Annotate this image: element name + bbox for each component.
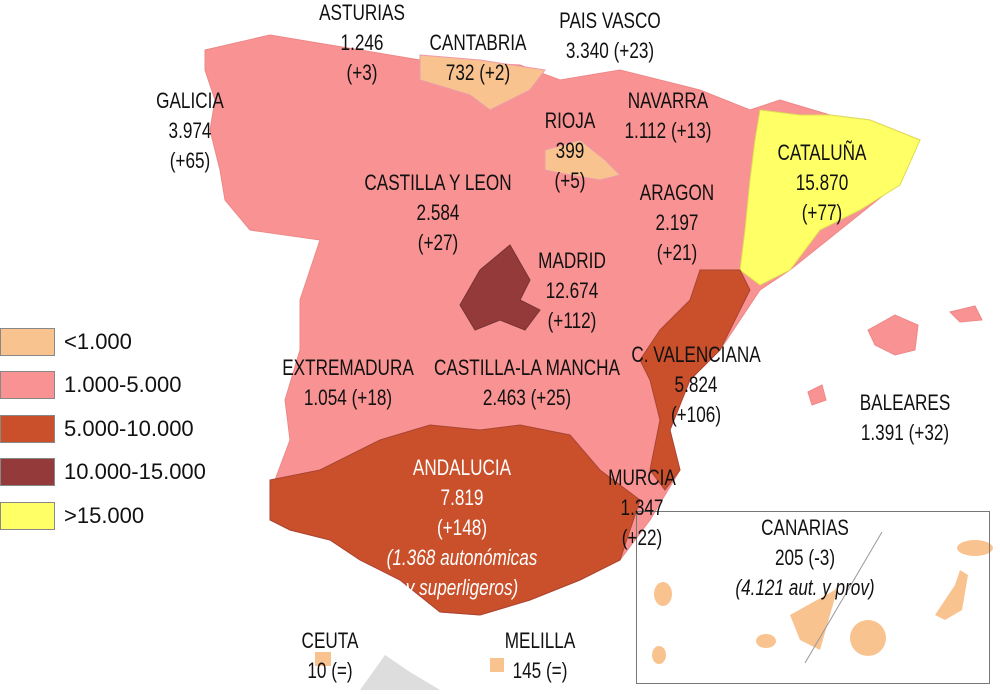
label-galicia: GALICIA 3.974 (+65) xyxy=(156,88,224,173)
label-cataluna: CATALUÑA 15.870 (+77) xyxy=(777,140,867,225)
label-canarias: CANARIAS 205 (-3) (4.121 aut. y prov) xyxy=(735,515,875,600)
legend: <1.000 1.000-5.000 5.000-10.000 10.000-1… xyxy=(0,320,206,538)
region-baleares-menorca[interactable] xyxy=(949,305,983,323)
region-baleares-mallorca[interactable] xyxy=(867,314,919,356)
legend-swatch xyxy=(0,371,55,400)
legend-label: <1.000 xyxy=(64,328,132,354)
label-castilla-leon: CASTILLA Y LEON 2.584 (+27) xyxy=(364,170,512,255)
legend-label: 1.000-5.000 xyxy=(64,372,182,398)
label-pais-vasco: PAIS VASCO 3.340 (+23) xyxy=(559,8,661,63)
label-cantabria: CANTABRIA 732 (+2) xyxy=(429,30,527,85)
label-asturias: ASTURIAS 1.246 (+3) xyxy=(319,0,405,85)
legend-item: <1.000 xyxy=(0,320,206,364)
region-cataluna[interactable] xyxy=(739,109,921,286)
legend-label: 10.000-15.000 xyxy=(64,459,206,485)
legend-item: 10.000-15.000 xyxy=(0,451,206,495)
label-baleares: BALEARES 1.391 (+32) xyxy=(859,390,951,445)
label-andalucia: ANDALUCIA 7.819 (+148) (1.368 autonómicas y … xyxy=(386,455,538,600)
label-ceuta: CEUTA 10 (=) xyxy=(301,628,359,683)
label-murcia: MURCIA 1.347 (+22) xyxy=(608,465,676,550)
region-cantabria[interactable] xyxy=(419,54,546,111)
label-madrid: MADRID 12.674 (+112) xyxy=(538,248,606,333)
legend-item: 1.000-5.000 xyxy=(0,364,206,408)
region-ceuta[interactable] xyxy=(315,652,331,666)
label-melilla: MELILLA 145 (=) xyxy=(504,628,576,683)
label-navarra: NAVARRA 1.112 (+13) xyxy=(624,88,712,143)
legend-label: >15.000 xyxy=(64,502,145,528)
label-rioja: RIOJA 399 (+5) xyxy=(544,108,596,193)
region-madrid[interactable] xyxy=(459,244,541,331)
region-andalucia[interactable] xyxy=(269,424,641,616)
label-valencia: C. VALENCIANA 5.824 (+106) xyxy=(631,342,761,427)
region-valencia[interactable] xyxy=(639,269,751,491)
legend-swatch xyxy=(0,501,55,530)
legend-label: 5.000-10.000 xyxy=(64,415,194,441)
legend-swatch xyxy=(0,458,55,487)
label-aragon: ARAGON 2.197 (+21) xyxy=(639,180,715,265)
canarias-islands xyxy=(652,531,993,664)
africa-coast xyxy=(360,655,440,690)
legend-swatch xyxy=(0,414,55,443)
label-castilla-mancha: CASTILLA-LA MANCHA 2.463 (+25) xyxy=(434,355,620,410)
legend-item: 5.000-10.000 xyxy=(0,407,206,451)
canarias-inset xyxy=(636,511,990,684)
legend-item: >15.000 xyxy=(0,494,206,538)
region-rioja[interactable] xyxy=(544,139,621,181)
region-melilla[interactable] xyxy=(490,658,504,672)
legend-swatch xyxy=(0,327,55,356)
region-baleares-ibiza[interactable] xyxy=(807,384,827,406)
label-extremadura: EXTREMADURA 1.054 (+18) xyxy=(282,355,414,410)
